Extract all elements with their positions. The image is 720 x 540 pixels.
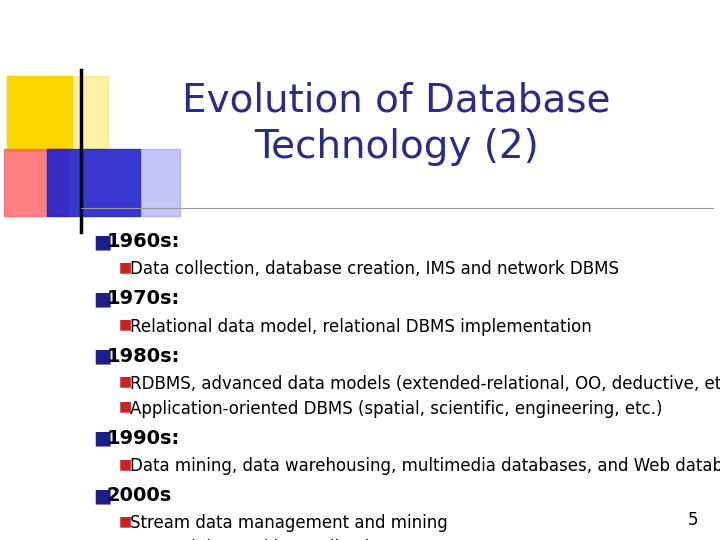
Text: 2000s: 2000s (107, 486, 172, 505)
Text: ■: ■ (119, 375, 132, 389)
Text: ■: ■ (94, 232, 112, 251)
Text: ■: ■ (94, 347, 112, 366)
Text: Application-oriented DBMS (spatial, scientific, engineering, etc.): Application-oriented DBMS (spatial, scie… (130, 400, 662, 417)
Text: ■: ■ (94, 289, 112, 308)
Text: ■: ■ (119, 514, 132, 528)
Text: 5: 5 (688, 511, 698, 529)
Text: ■: ■ (94, 486, 112, 505)
Text: ■: ■ (119, 457, 132, 471)
Text: Stream data management and mining: Stream data management and mining (130, 514, 447, 532)
Text: 1990s:: 1990s: (107, 429, 180, 448)
Text: Evolution of Database
Technology (2): Evolution of Database Technology (2) (181, 81, 611, 166)
Text: ■: ■ (94, 429, 112, 448)
Text: ■: ■ (119, 260, 132, 274)
Text: ■: ■ (119, 539, 132, 540)
Text: ■: ■ (119, 318, 132, 332)
Text: Data mining and its applications: Data mining and its applications (130, 539, 398, 540)
Text: Relational data model, relational DBMS implementation: Relational data model, relational DBMS i… (130, 318, 591, 335)
Text: Data collection, database creation, IMS and network DBMS: Data collection, database creation, IMS … (130, 260, 618, 278)
Text: 1960s:: 1960s: (107, 232, 180, 251)
Text: ■: ■ (119, 400, 132, 414)
Text: 1970s:: 1970s: (107, 289, 180, 308)
Text: Data mining, data warehousing, multimedia databases, and Web databases: Data mining, data warehousing, multimedi… (130, 457, 720, 475)
Text: RDBMS, advanced data models (extended-relational, OO, deductive, etc.): RDBMS, advanced data models (extended-re… (130, 375, 720, 393)
Text: 1980s:: 1980s: (107, 347, 180, 366)
